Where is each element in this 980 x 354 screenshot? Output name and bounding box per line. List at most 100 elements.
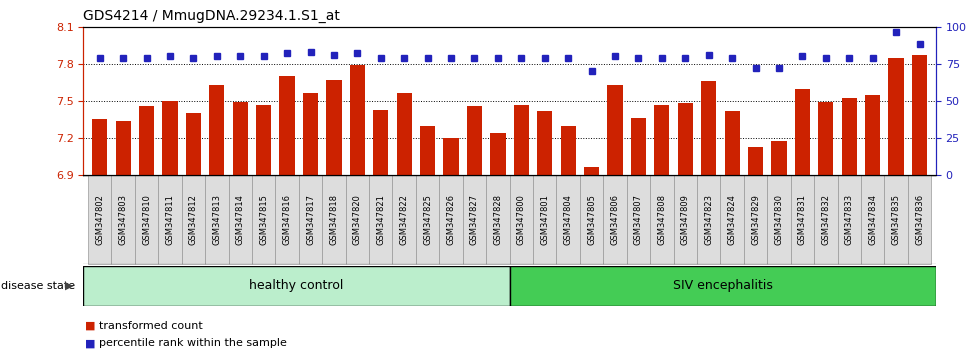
Bar [580,175,604,264]
Text: GSM347802: GSM347802 [95,194,104,245]
Text: transformed count: transformed count [99,321,203,331]
Bar [232,102,248,175]
Bar [369,175,392,264]
Text: percentile rank within the sample: percentile rank within the sample [99,338,287,348]
Bar [744,175,767,264]
Bar [392,175,416,264]
Text: GSM347817: GSM347817 [306,194,315,245]
Bar [256,105,271,175]
Bar [510,266,936,306]
Bar [139,106,154,175]
Text: GSM347830: GSM347830 [774,194,783,245]
Text: GSM347818: GSM347818 [329,194,338,245]
Bar [158,175,181,264]
Bar [697,175,720,264]
Bar [907,175,931,264]
Text: GSM347836: GSM347836 [915,194,924,245]
Bar [724,111,740,175]
Bar [490,133,506,175]
Text: healthy control: healthy control [249,279,344,292]
Bar [373,110,388,175]
Bar [299,175,322,264]
Text: GSM347833: GSM347833 [845,194,854,245]
Bar [205,175,228,264]
Bar [252,175,275,264]
Bar [181,175,205,264]
Text: GSM347806: GSM347806 [611,194,619,245]
Bar [655,105,669,175]
Text: ■: ■ [85,321,96,331]
Text: SIV encephalitis: SIV encephalitis [673,279,772,292]
Bar [701,81,716,175]
Text: GSM347810: GSM347810 [142,194,151,245]
Bar [420,126,435,175]
Bar [92,120,107,175]
Text: GSM347825: GSM347825 [423,194,432,245]
Text: GSM347814: GSM347814 [236,194,245,245]
Bar [673,175,697,264]
Bar [439,175,463,264]
Bar [303,93,318,175]
Text: GSM347805: GSM347805 [587,194,596,245]
Bar [228,175,252,264]
Bar [912,55,927,175]
Bar [889,58,904,175]
Bar [884,175,907,264]
Bar [865,95,880,175]
Bar [514,105,529,175]
Text: ▶: ▶ [65,281,74,291]
Text: GSM347828: GSM347828 [493,194,503,245]
Text: GSM347834: GSM347834 [868,194,877,245]
Bar [650,175,673,264]
Text: GSM347815: GSM347815 [259,194,269,245]
Text: GSM347822: GSM347822 [400,194,409,245]
Bar [486,175,510,264]
Text: GSM347821: GSM347821 [376,194,385,245]
Bar [795,88,810,175]
Bar [275,175,299,264]
Bar [279,76,295,175]
Text: GSM347824: GSM347824 [727,194,737,245]
Text: GSM347816: GSM347816 [282,194,292,245]
Text: GSM347813: GSM347813 [213,194,221,245]
Bar [163,101,177,175]
Bar [463,175,486,264]
Bar [791,175,814,264]
Text: GSM347823: GSM347823 [705,194,713,245]
Bar [557,175,580,264]
Text: GSM347820: GSM347820 [353,194,362,245]
Text: GSM347801: GSM347801 [540,194,549,245]
Text: GSM347807: GSM347807 [634,194,643,245]
Bar [608,85,622,175]
Bar [466,106,482,175]
Bar [209,85,224,175]
Bar [346,175,369,264]
Text: GSM347800: GSM347800 [516,194,526,245]
Text: GDS4214 / MmugDNA.29234.1.S1_at: GDS4214 / MmugDNA.29234.1.S1_at [83,9,340,23]
Text: GSM347811: GSM347811 [166,194,174,245]
Bar [767,175,791,264]
Bar [720,175,744,264]
Text: GSM347812: GSM347812 [189,194,198,245]
Text: GSM347829: GSM347829 [751,194,760,245]
Bar [416,175,439,264]
Text: GSM347826: GSM347826 [447,194,456,245]
Text: GSM347831: GSM347831 [798,194,807,245]
Bar [537,111,553,175]
Bar [350,65,365,175]
Text: disease state: disease state [1,281,75,291]
Bar [861,175,884,264]
Bar [322,175,346,264]
Bar [116,121,130,175]
Text: GSM347832: GSM347832 [821,194,830,245]
Text: GSM347835: GSM347835 [892,194,901,245]
Text: GSM347827: GSM347827 [470,194,479,245]
Bar [748,147,763,175]
Bar [510,175,533,264]
Bar [584,167,599,175]
Bar [88,175,112,264]
Bar [677,103,693,175]
Bar [135,175,158,264]
Bar [842,98,857,175]
Bar [627,175,650,264]
